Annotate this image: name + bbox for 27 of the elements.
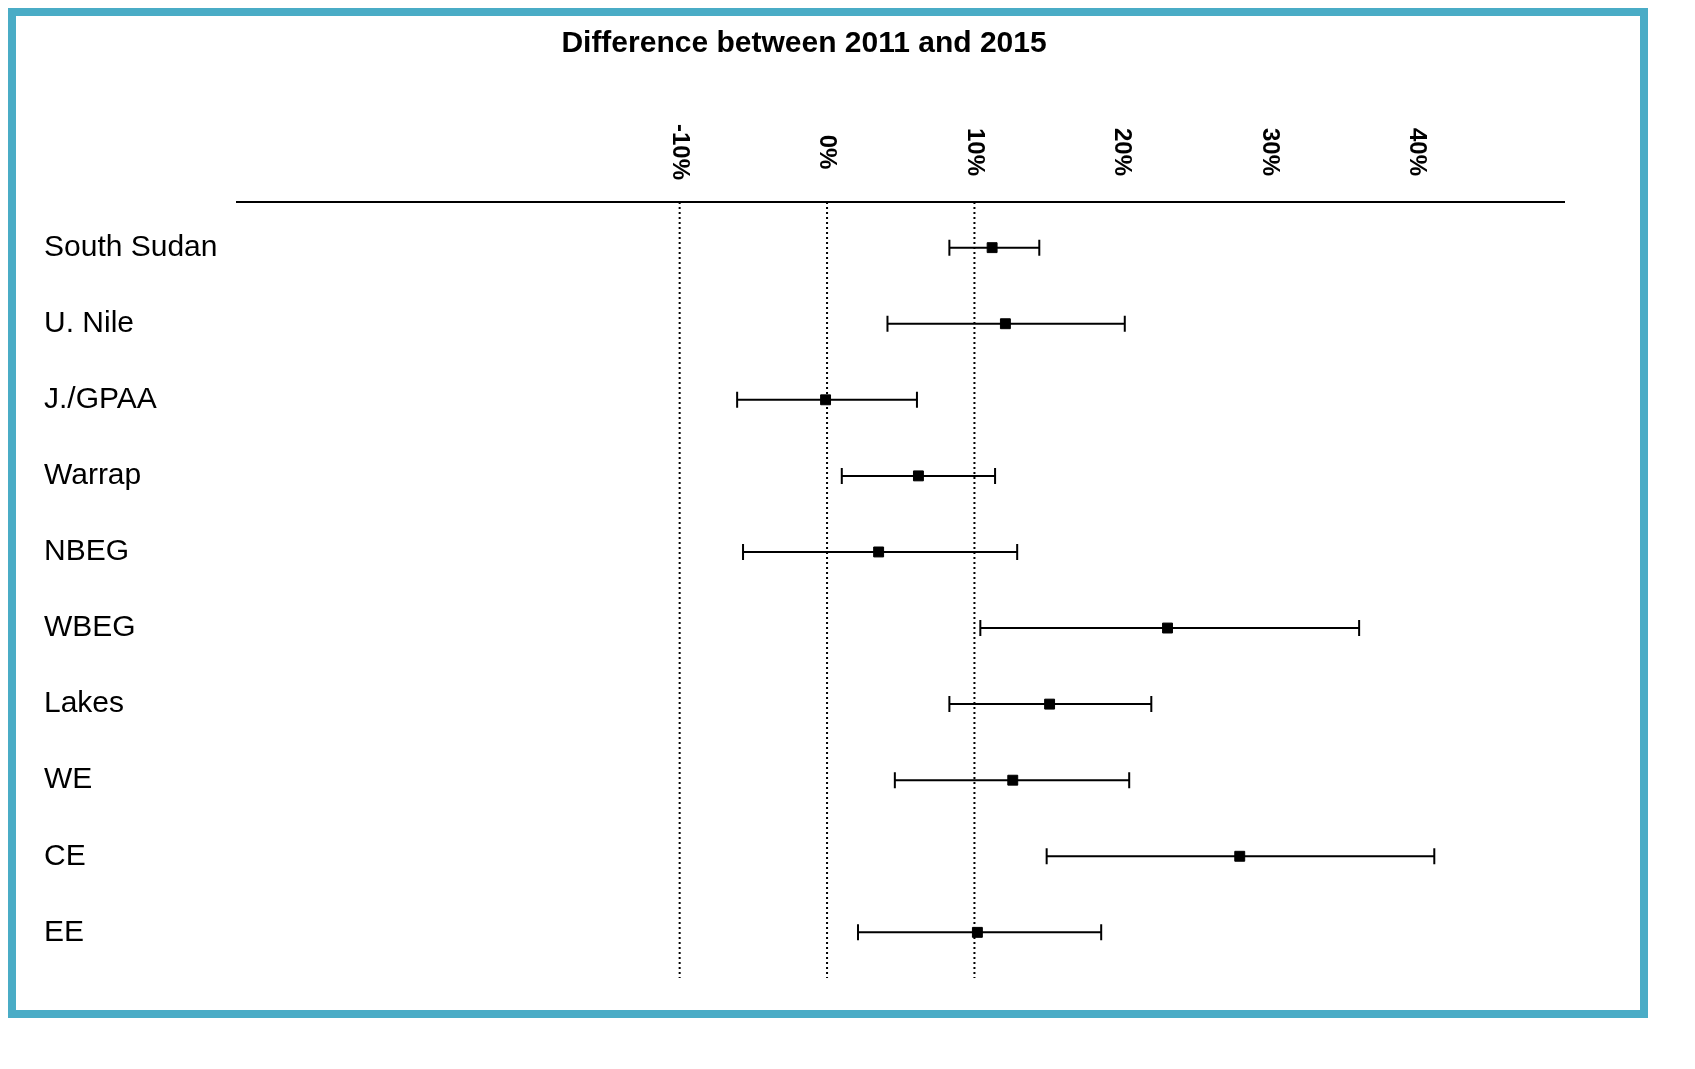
chart-title: Difference between 2011 and 2015: [561, 25, 1047, 59]
x-tick-label: 20%: [1110, 127, 1138, 177]
y-tick-label: WE: [44, 761, 93, 795]
y-tick-label: Lakes: [44, 685, 125, 719]
y-tick-label: South Sudan: [44, 228, 218, 262]
x-tick-label: 40%: [1404, 127, 1432, 177]
point: [820, 394, 832, 406]
point: [873, 546, 885, 558]
y-tick-label: Warrap: [44, 457, 142, 491]
point: [912, 470, 924, 482]
y-tick-label: NBEG: [44, 533, 130, 567]
x-tick-label: 0%: [815, 134, 843, 170]
y-tick-label: WBEG: [44, 609, 136, 643]
y-tick-label: J./GPAA: [44, 381, 157, 415]
y-tick-label: U. Nile: [44, 304, 135, 338]
y-tick-label: CE: [44, 837, 86, 871]
point: [1234, 850, 1246, 862]
point: [1162, 622, 1173, 634]
point: [1007, 774, 1019, 786]
point: [986, 242, 998, 254]
x-tick-label: -10%: [668, 123, 696, 181]
point: [1044, 698, 1056, 710]
point: [971, 926, 983, 938]
x-tick-label: 30%: [1257, 127, 1285, 177]
y-tick-label: EE: [44, 913, 85, 947]
x-tick-label: 10%: [962, 127, 990, 177]
point: [999, 318, 1011, 330]
